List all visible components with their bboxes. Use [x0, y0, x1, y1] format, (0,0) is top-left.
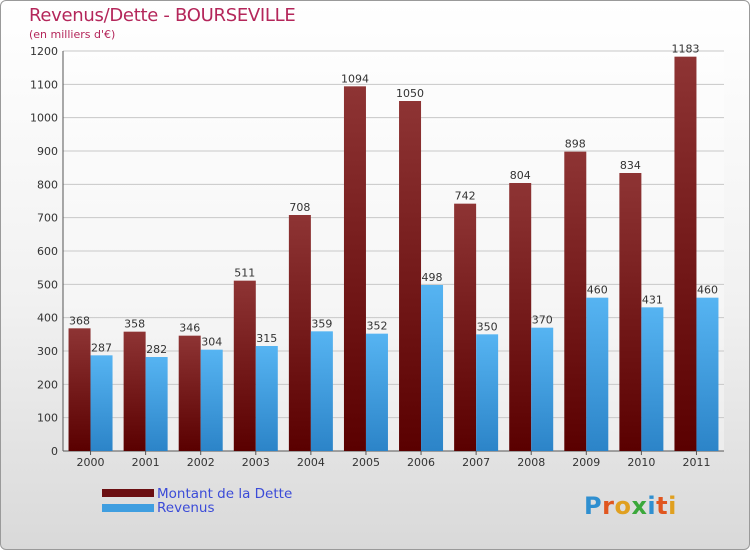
debt-value-label: 511	[234, 267, 255, 280]
x-tick-label: 2005	[352, 456, 380, 469]
debt-bar	[454, 203, 477, 451]
debt-bar	[68, 328, 91, 451]
chart-title: Revenus/Dette - BOURSEVILLE	[29, 5, 296, 26]
proxiti-logo: Proxiti	[584, 492, 677, 520]
revenue-value-label: 287	[91, 341, 112, 354]
y-tick-label: 700	[37, 212, 58, 225]
y-tick-label: 100	[37, 412, 58, 425]
legend-label-revenue: Revenus	[157, 500, 215, 516]
x-tick-label: 2008	[517, 456, 545, 469]
revenue-bar	[586, 297, 609, 451]
revenue-bar	[310, 331, 333, 451]
y-tick-label: 1200	[30, 45, 58, 58]
debt-value-label: 1094	[341, 72, 369, 85]
debt-value-label: 898	[565, 138, 586, 151]
debt-bar	[619, 173, 642, 451]
chart-subtitle: (en milliers d'€)	[29, 28, 116, 41]
revenue-value-label: 315	[256, 332, 277, 345]
revenue-bar	[365, 333, 388, 451]
debt-bar	[674, 56, 697, 452]
debt-bar	[399, 101, 422, 451]
debt-bar	[509, 183, 532, 451]
x-tick-label: 2010	[627, 456, 655, 469]
revenue-value-label: 359	[311, 317, 332, 330]
revenue-bar	[476, 334, 499, 451]
debt-bar	[233, 280, 256, 451]
revenue-bar	[200, 349, 223, 451]
revenue-value-label: 460	[587, 284, 608, 297]
revenue-bar	[255, 346, 278, 451]
revenue-bar	[696, 297, 719, 451]
revenue-bar	[90, 355, 113, 451]
debt-value-label: 1050	[396, 87, 424, 100]
x-tick-label: 2011	[682, 456, 710, 469]
debt-bar	[178, 335, 201, 451]
x-tick-label: 2002	[187, 456, 215, 469]
y-tick-label: 1000	[30, 112, 58, 125]
y-tick-label: 500	[37, 278, 58, 291]
y-tick-label: 1100	[30, 78, 58, 91]
x-tick-label: 2003	[242, 456, 270, 469]
revenue-bar	[421, 285, 444, 451]
debt-value-label: 358	[124, 318, 145, 331]
debt-bar	[343, 86, 366, 451]
debt-value-label: 346	[179, 322, 200, 335]
debt-value-label: 1183	[671, 43, 699, 56]
y-tick-label: 300	[37, 345, 58, 358]
legend-label-debt: Montant de la Dette	[157, 486, 293, 502]
x-tick-label: 2007	[462, 456, 490, 469]
x-tick-label: 2006	[407, 456, 435, 469]
y-tick-label: 900	[37, 145, 58, 158]
debt-bar	[564, 151, 587, 451]
revenue-value-label: 304	[201, 336, 222, 349]
x-tick-label: 2000	[77, 456, 105, 469]
revenue-bar	[531, 327, 554, 451]
revenue-value-label: 460	[697, 284, 718, 297]
revenue-value-label: 282	[146, 343, 167, 356]
revenue-value-label: 431	[642, 293, 663, 306]
revenue-value-label: 370	[532, 314, 553, 327]
x-tick-label: 2001	[132, 456, 160, 469]
y-tick-label: 600	[37, 245, 58, 258]
y-tick-label: 400	[37, 312, 58, 325]
debt-value-label: 708	[289, 201, 310, 214]
revenue-bar	[145, 357, 168, 451]
y-tick-label: 0	[51, 445, 58, 458]
debt-value-label: 804	[510, 169, 531, 182]
debt-value-label: 368	[69, 314, 90, 327]
y-tick-label: 800	[37, 178, 58, 191]
y-tick-label: 200	[37, 378, 58, 391]
legend-swatch-revenue	[102, 504, 154, 512]
x-tick-label: 2004	[297, 456, 325, 469]
revenue-value-label: 352	[366, 320, 387, 333]
debt-value-label: 742	[455, 190, 476, 203]
debt-value-label: 834	[620, 159, 641, 172]
revenue-value-label: 498	[422, 271, 443, 284]
revenue-bar	[641, 307, 664, 451]
x-tick-label: 2009	[572, 456, 600, 469]
debt-bar	[123, 331, 146, 451]
debt-bar	[288, 215, 311, 451]
legend-swatch-debt	[102, 489, 154, 497]
revenue-value-label: 350	[477, 320, 498, 333]
